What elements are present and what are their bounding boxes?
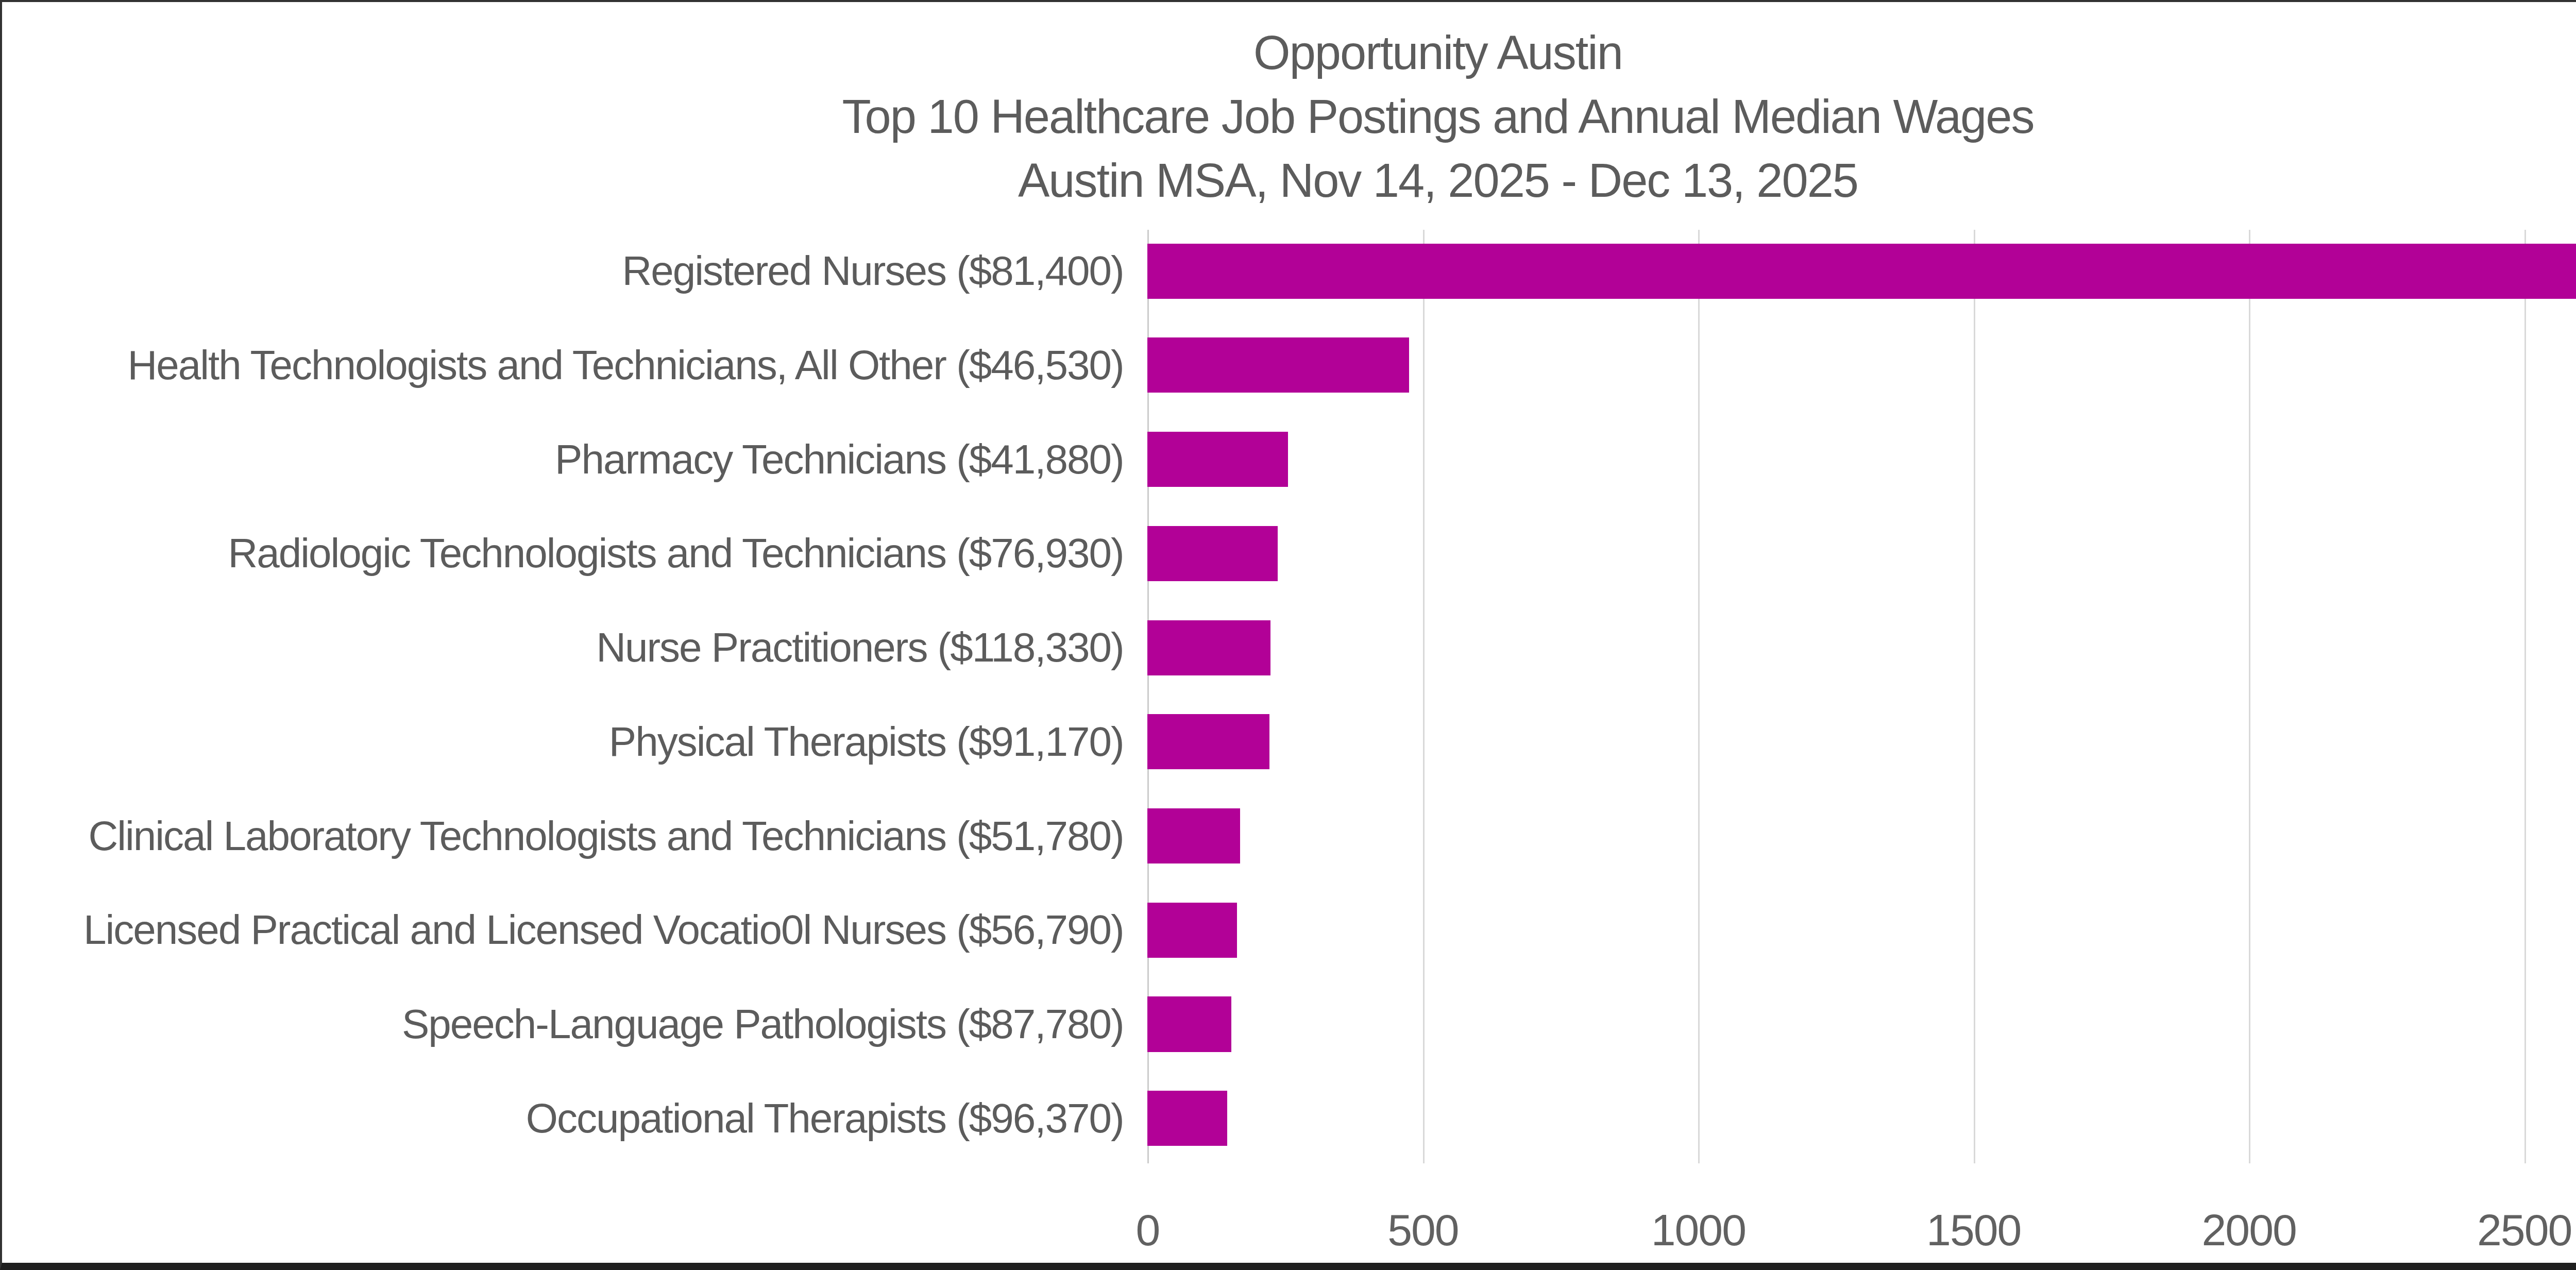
chart-row: Clinical Laboratory Technologists and Te… <box>2 808 2576 863</box>
category-label: Health Technologists and Technicians, Al… <box>2 337 1124 393</box>
category-label: Registered Nurses ($81,400) <box>2 244 1124 299</box>
bar <box>1147 1091 1227 1146</box>
x-axis-tick-label: 1500 <box>1926 1205 2021 1256</box>
chart-row: Nurse Practitioners ($118,330) <box>2 620 2576 675</box>
bar <box>1147 903 1236 958</box>
chart-row: Pharmacy Technicians ($41,880) <box>2 432 2576 487</box>
category-label: Radiologic Technologists and Technicians… <box>2 526 1124 581</box>
chart-frame: Opportunity Austin Top 10 Healthcare Job… <box>0 0 2576 1270</box>
bar <box>1147 244 2576 299</box>
bar <box>1147 526 1277 581</box>
x-axis-tick-label: 2000 <box>2202 1205 2296 1256</box>
chart-row: Licensed Practical and Licensed Vocatio0… <box>2 903 2576 958</box>
bar <box>1147 337 1409 393</box>
category-label: Pharmacy Technicians ($41,880) <box>2 432 1124 487</box>
category-label: Occupational Therapists ($96,370) <box>2 1091 1124 1146</box>
chart-row: Speech-Language Pathologists ($87,780) <box>2 996 2576 1052</box>
bar <box>1147 808 1240 863</box>
x-axis-tick-label: 2500 <box>2477 1205 2571 1256</box>
x-axis-tick-label: 1000 <box>1651 1205 1745 1256</box>
plot-area: 050010001500200025003000Registered Nurse… <box>2 2 2576 1263</box>
bar <box>1147 620 1270 675</box>
x-axis-tick-label: 500 <box>1387 1205 1459 1256</box>
category-label: Nurse Practitioners ($118,330) <box>2 620 1124 675</box>
chart-row: Physical Therapists ($91,170) <box>2 714 2576 769</box>
category-label: Speech-Language Pathologists ($87,780) <box>2 996 1124 1052</box>
category-label: Licensed Practical and Licensed Vocatio0… <box>2 903 1124 958</box>
chart-row: Health Technologists and Technicians, Al… <box>2 337 2576 393</box>
bar <box>1147 714 1269 769</box>
bar <box>1147 432 1288 487</box>
chart-row: Occupational Therapists ($96,370) <box>2 1091 2576 1146</box>
chart-row: Radiologic Technologists and Technicians… <box>2 526 2576 581</box>
chart-row: Registered Nurses ($81,400) <box>2 244 2576 299</box>
category-label: Physical Therapists ($91,170) <box>2 714 1124 769</box>
x-axis-tick-label: 0 <box>1136 1205 1160 1256</box>
bar <box>1147 996 1231 1052</box>
category-label: Clinical Laboratory Technologists and Te… <box>2 808 1124 863</box>
